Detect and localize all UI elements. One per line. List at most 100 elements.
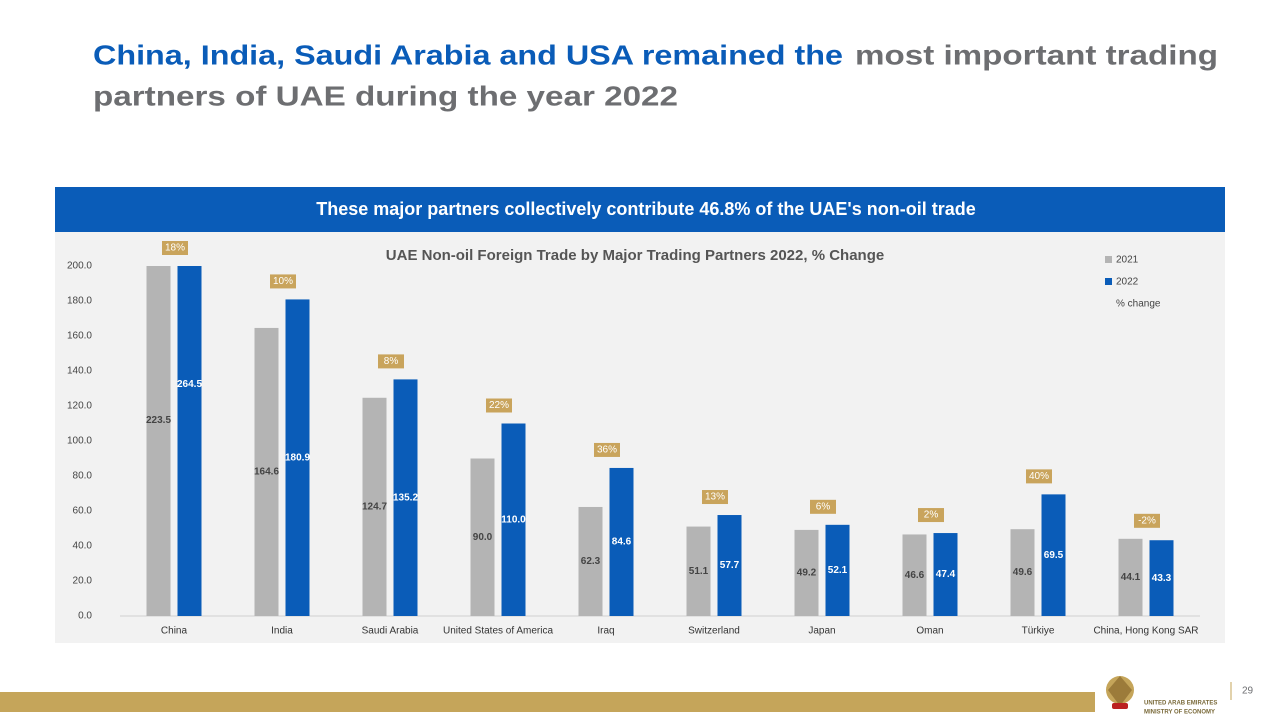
pct-label: -2% [1138,515,1156,526]
bar [578,506,603,616]
legend-label: 2021 [1116,255,1139,266]
y-tick-label: 0.0 [78,611,92,622]
value-label: 49.2 [797,568,817,579]
pct-badge [1026,469,1052,484]
x-tick-label: Iraq [597,626,614,637]
bar [1149,540,1174,616]
pct-label: 8% [384,356,399,367]
x-tick-label: Oman [916,626,943,637]
value-label: 47.4 [936,569,956,580]
pct-badge [162,241,188,255]
pct-badge [270,274,296,289]
y-tick-label: 40.0 [73,541,93,552]
x-tick-label: China [161,626,188,637]
y-tick-label: 180.0 [67,296,92,307]
value-label: 135.2 [393,492,418,503]
y-tick-label: 20.0 [73,576,93,587]
value-label: 164.6 [254,467,279,478]
value-label: 44.1 [1121,572,1141,583]
value-label: 223.5 [146,415,171,426]
bar [254,327,279,616]
bar [686,526,711,616]
bar [609,467,634,616]
pct-badge [594,442,620,457]
page-number: 29 [1242,686,1254,697]
value-label: 90.0 [473,532,493,543]
banner [55,187,1225,232]
pct-badge [810,499,836,514]
headline: China, India, Saudi Arabia and USA remai… [93,39,843,70]
bar [1010,529,1035,616]
x-tick-label: Saudi Arabia [362,626,419,637]
value-label: 46.6 [905,570,925,581]
bar [177,266,202,616]
x-tick-label: United States of America [443,626,553,637]
value-label: 62.3 [581,556,601,567]
emblem [1106,676,1134,709]
bars [146,266,1174,616]
value-label: 69.5 [1044,550,1064,561]
pct-label: 36% [597,445,617,456]
pct-label: 13% [705,492,725,503]
legend-label: 2022 [1116,277,1139,288]
bar [285,299,310,616]
bar [362,397,387,616]
pct-label: 6% [816,501,831,512]
bar [1118,538,1143,616]
legend-label: % change [1116,299,1161,310]
bar [470,458,495,616]
value-label: 52.1 [828,565,848,576]
x-tick-label: China, Hong Kong SAR [1093,626,1198,637]
value-label: 84.6 [612,537,632,548]
value-label: 57.7 [720,560,740,571]
bar [393,379,418,616]
pct-badge [378,354,404,369]
headline: most important trading [855,39,1218,70]
org-name: MINISTRY OF ECONOMY [1144,710,1215,716]
bar [501,423,526,616]
headline: partners of UAE during the year 2022 [93,80,678,111]
y-tick-label: 80.0 [73,471,93,482]
pct-label: 10% [273,276,293,287]
value-label: 49.6 [1013,567,1033,578]
pct-badge [486,398,512,413]
y-tick-label: 200.0 [67,261,92,272]
x-tick-label: India [271,626,293,637]
pct-badge [702,490,728,505]
chart-title: UAE Non-oil Foreign Trade by Major Tradi… [386,247,884,264]
value-label: 180.9 [285,452,310,463]
y-tick-label: 140.0 [67,366,92,377]
y-tick-label: 120.0 [67,401,92,412]
legend-swatch [1105,278,1112,285]
plot: 0.0 20.0 40.0 60.0 80.0 100.0 120.0 140.0 160.0 1… [67,241,1200,637]
banner-text: These major partners collectively contri… [316,199,975,219]
pct-label: 22% [489,400,509,411]
x-tick-label: Switzerland [688,626,740,637]
bar [902,534,927,616]
pct-badge [918,508,944,523]
footer-bar [0,692,1095,712]
pct-label: 2% [924,510,939,521]
value-label: 110.0 [501,514,526,525]
x-tick-label: Japan [808,626,835,637]
bar [794,529,819,616]
y-tick-label: 160.0 [67,331,92,342]
bar [146,266,171,616]
pct-badge [1134,513,1160,528]
y-tick-label: 60.0 [73,506,93,517]
value-label: 264.5 [177,379,202,390]
pct-label: 18% [165,243,185,254]
value-label: 43.3 [1152,573,1172,584]
bar [1041,494,1066,616]
bar [933,533,958,616]
legend-swatch [1105,256,1112,263]
org-name: UNITED ARAB EMIRATES [1144,701,1217,707]
bar [825,524,850,616]
value-label: 51.1 [689,566,709,577]
y-tick-label: 100.0 [67,436,92,447]
bar [717,515,742,616]
value-label: 124.7 [362,502,387,513]
pct-label: 40% [1029,471,1049,482]
